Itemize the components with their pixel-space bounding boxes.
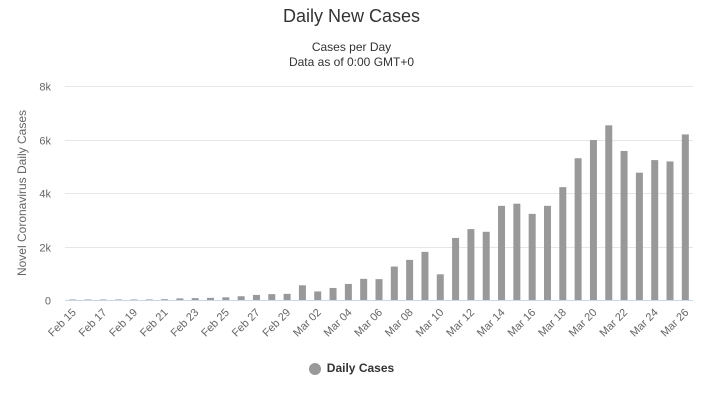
bar — [344, 283, 352, 300]
y-tick-label: 8k — [39, 82, 51, 94]
x-tick-label: Mar 04 — [322, 307, 355, 340]
bar — [467, 229, 475, 300]
bar — [130, 299, 138, 300]
bar — [605, 125, 613, 300]
x-tick-label: Feb 17 — [77, 307, 110, 340]
x-tick-label: Feb 19 — [107, 307, 140, 340]
bar — [314, 291, 322, 300]
y-tick-label: 4k — [39, 189, 51, 201]
bar — [69, 299, 77, 300]
bar — [482, 231, 490, 300]
bar — [390, 266, 398, 300]
bar — [222, 297, 230, 300]
chart-subtitle: Cases per Day Data as of 0:00 GMT+0 — [0, 40, 703, 70]
bar — [651, 160, 659, 300]
bar — [375, 279, 383, 300]
legend-item-daily-cases[interactable]: Daily Cases — [308, 361, 395, 375]
bar — [161, 299, 169, 300]
y-tick-label: 2k — [39, 243, 51, 255]
bar — [207, 297, 215, 300]
bar — [283, 293, 291, 300]
bar — [115, 299, 123, 300]
bar — [498, 205, 506, 300]
bar — [513, 203, 521, 300]
bar — [528, 213, 536, 300]
bar — [99, 299, 107, 300]
y-axis-title: Novel Coronavirus Daily Cases — [15, 110, 29, 276]
bar — [666, 161, 674, 300]
bar — [237, 296, 245, 300]
bar — [252, 294, 260, 300]
x-tick-label: Feb 23 — [169, 307, 202, 340]
bar — [543, 205, 551, 300]
x-tick-label: Feb 25 — [199, 307, 232, 340]
legend-label: Daily Cases — [326, 361, 395, 375]
x-tick-label: Mar 08 — [383, 307, 416, 340]
bar — [145, 299, 153, 300]
bar — [635, 172, 643, 300]
x-tick-label: Feb 29 — [261, 307, 294, 340]
x-tick-label: Mar 14 — [475, 307, 508, 340]
subtitle-line-2: Data as of 0:00 GMT+0 — [288, 55, 415, 69]
x-tick-label: Feb 21 — [138, 307, 171, 340]
x-tick-label: Mar 10 — [414, 307, 447, 340]
chart-title: Daily New Cases — [282, 6, 421, 26]
legend: Daily Cases — [0, 361, 703, 375]
bar — [406, 259, 414, 301]
x-tick-label: Mar 20 — [567, 307, 600, 340]
bar — [681, 134, 689, 300]
bar — [574, 158, 582, 300]
bar — [176, 298, 184, 300]
bar — [298, 285, 306, 300]
bar — [620, 151, 628, 300]
bar — [191, 298, 199, 300]
x-tick-label: Feb 15 — [46, 307, 79, 340]
x-tick-label: Mar 16 — [506, 307, 539, 340]
bar — [329, 287, 337, 300]
x-tick-label: Mar 24 — [628, 307, 661, 340]
x-tick-label: Feb 27 — [230, 307, 263, 340]
bar — [436, 274, 444, 300]
y-tick-label: 6k — [39, 136, 51, 148]
y-tick-label: 0 — [45, 296, 51, 308]
subtitle-line-1: Cases per Day — [311, 40, 392, 54]
bar — [360, 278, 368, 300]
x-tick-label: Mar 26 — [659, 307, 692, 340]
x-tick-label: Mar 18 — [536, 307, 569, 340]
x-tick-label: Mar 12 — [444, 307, 477, 340]
bar — [452, 237, 460, 300]
bar — [84, 299, 92, 300]
x-tick-label: Mar 22 — [598, 307, 631, 340]
bar — [268, 294, 276, 300]
x-tick-label: Mar 06 — [352, 307, 385, 340]
bar — [559, 187, 567, 300]
bar — [421, 251, 429, 300]
x-tick-label: Mar 02 — [291, 307, 324, 340]
legend-marker-icon — [308, 362, 321, 375]
bar — [589, 140, 597, 300]
